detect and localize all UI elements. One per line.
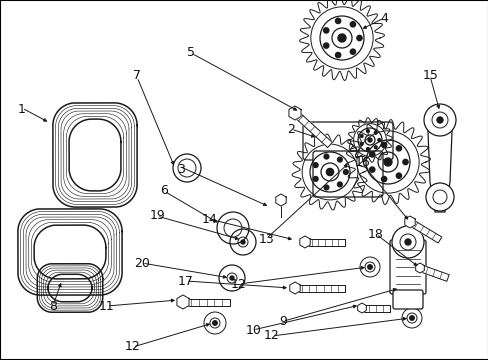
- Circle shape: [335, 18, 340, 23]
- Text: 12: 12: [230, 278, 246, 291]
- Text: 4: 4: [379, 12, 387, 24]
- Circle shape: [404, 239, 410, 245]
- Polygon shape: [415, 263, 424, 273]
- Circle shape: [366, 148, 368, 150]
- Text: 13: 13: [258, 233, 274, 246]
- Circle shape: [381, 176, 386, 182]
- Text: 5: 5: [186, 46, 194, 59]
- Text: 19: 19: [149, 209, 165, 222]
- Text: 18: 18: [367, 228, 383, 241]
- Circle shape: [436, 117, 442, 123]
- Text: 16: 16: [354, 156, 370, 169]
- Circle shape: [377, 139, 380, 141]
- Text: 3: 3: [177, 163, 184, 176]
- Polygon shape: [288, 106, 301, 120]
- Circle shape: [360, 143, 362, 145]
- Circle shape: [343, 170, 347, 174]
- Polygon shape: [427, 112, 451, 212]
- Circle shape: [323, 28, 328, 33]
- Polygon shape: [177, 295, 189, 309]
- Text: 8: 8: [49, 300, 57, 313]
- Circle shape: [349, 22, 355, 27]
- Polygon shape: [289, 282, 300, 294]
- Circle shape: [395, 146, 401, 151]
- Polygon shape: [404, 216, 414, 228]
- FancyBboxPatch shape: [312, 151, 382, 197]
- FancyBboxPatch shape: [303, 122, 392, 160]
- Circle shape: [335, 53, 340, 58]
- Text: 7: 7: [133, 69, 141, 82]
- Circle shape: [323, 43, 328, 48]
- Circle shape: [401, 308, 421, 328]
- Polygon shape: [275, 194, 285, 206]
- Circle shape: [425, 183, 453, 211]
- Circle shape: [366, 130, 368, 132]
- Circle shape: [369, 167, 374, 172]
- Polygon shape: [357, 303, 366, 313]
- Text: 12: 12: [263, 329, 279, 342]
- Circle shape: [324, 154, 328, 159]
- Circle shape: [395, 173, 401, 178]
- Text: 1: 1: [18, 103, 26, 116]
- Text: 11: 11: [99, 300, 114, 313]
- Text: 20: 20: [134, 257, 149, 270]
- Circle shape: [367, 265, 371, 269]
- Circle shape: [349, 49, 355, 54]
- Polygon shape: [183, 298, 229, 306]
- Circle shape: [325, 168, 333, 176]
- Polygon shape: [305, 239, 345, 246]
- Text: 12: 12: [125, 340, 141, 353]
- Circle shape: [313, 163, 318, 167]
- Circle shape: [212, 321, 217, 325]
- Circle shape: [229, 276, 234, 280]
- Circle shape: [337, 182, 342, 187]
- Circle shape: [409, 316, 413, 320]
- Polygon shape: [294, 284, 345, 292]
- Text: 9: 9: [279, 315, 287, 328]
- Polygon shape: [299, 236, 309, 248]
- Circle shape: [337, 34, 346, 42]
- Circle shape: [391, 226, 423, 258]
- Circle shape: [374, 146, 376, 149]
- Text: 6: 6: [160, 184, 167, 197]
- Text: 14: 14: [201, 213, 217, 226]
- Circle shape: [359, 257, 379, 277]
- Circle shape: [313, 176, 318, 181]
- Circle shape: [324, 185, 328, 190]
- Polygon shape: [407, 219, 441, 243]
- Circle shape: [337, 157, 342, 162]
- Circle shape: [360, 135, 362, 138]
- Text: 17: 17: [178, 275, 193, 288]
- Polygon shape: [292, 111, 332, 148]
- Circle shape: [369, 152, 374, 157]
- Circle shape: [203, 312, 225, 334]
- Circle shape: [402, 159, 407, 165]
- Text: 10: 10: [245, 324, 261, 337]
- Circle shape: [423, 104, 455, 136]
- Circle shape: [381, 142, 386, 148]
- Circle shape: [383, 158, 391, 166]
- Circle shape: [356, 35, 362, 41]
- Polygon shape: [418, 265, 448, 281]
- Circle shape: [241, 240, 244, 244]
- Circle shape: [374, 131, 376, 134]
- Text: 15: 15: [422, 69, 437, 82]
- Polygon shape: [361, 305, 389, 311]
- FancyBboxPatch shape: [389, 240, 425, 294]
- FancyBboxPatch shape: [392, 290, 422, 309]
- Circle shape: [367, 138, 371, 142]
- Text: 2: 2: [286, 123, 294, 136]
